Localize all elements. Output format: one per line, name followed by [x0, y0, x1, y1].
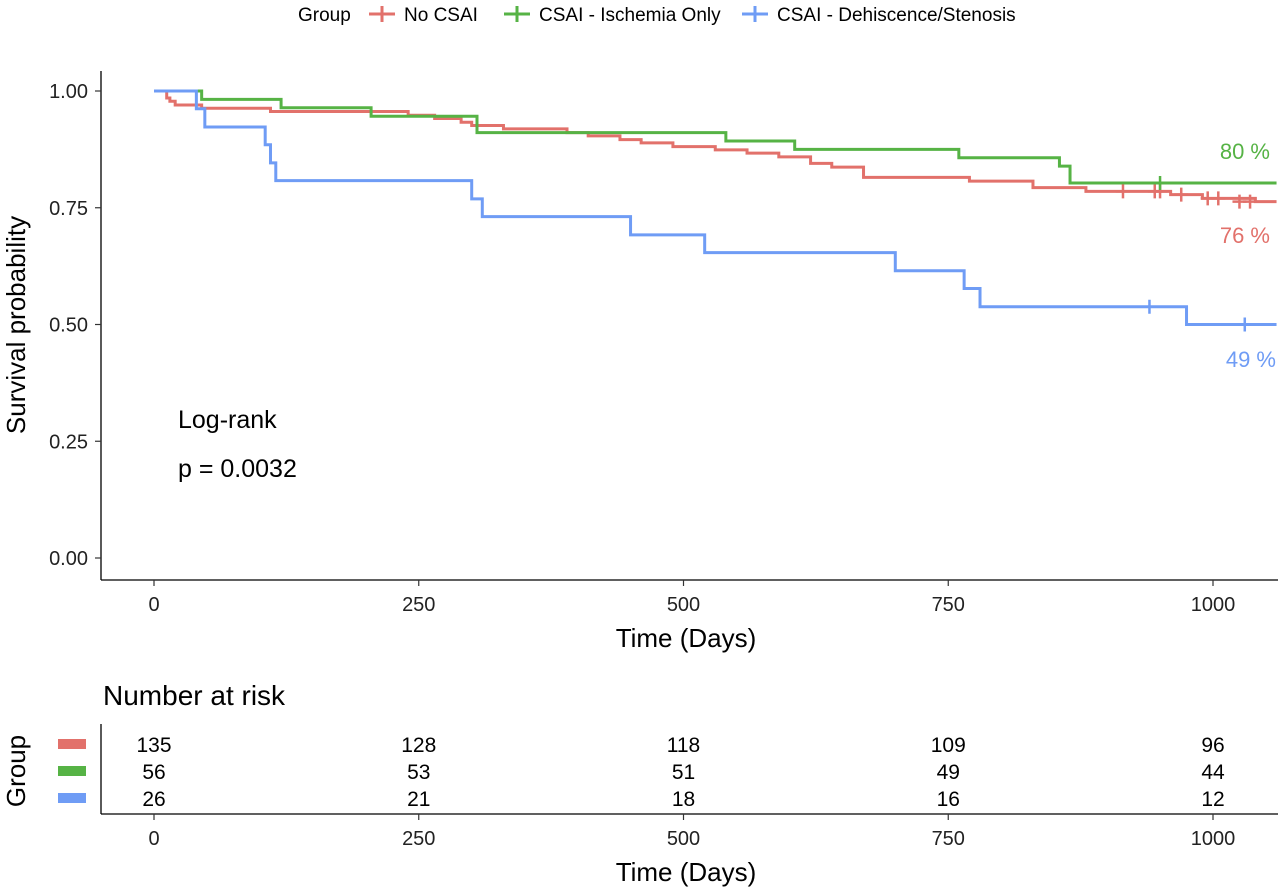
- censor-mark: [1174, 187, 1189, 202]
- censor-mark: [1115, 184, 1130, 199]
- survival-curves: [154, 89, 1277, 326]
- x-tick-label: 1000: [1191, 594, 1236, 616]
- risk-row-swatch: [58, 739, 86, 749]
- survival-curve: [154, 89, 1277, 204]
- censor-mark: [1142, 299, 1157, 314]
- y-axis-title: Survival probability: [1, 216, 31, 434]
- risk-table-group-label: Group: [1, 735, 31, 807]
- risk-count: 16: [937, 788, 960, 811]
- x-tick-label: 500: [667, 828, 700, 850]
- risk-x-axis-title: Time (Days): [616, 857, 757, 887]
- legend-label: No CSAI: [404, 5, 478, 26]
- x-tick-label: 0: [148, 828, 159, 850]
- risk-count: 49: [937, 761, 960, 784]
- censor-marks: [1115, 175, 1258, 332]
- censor-mark: [1243, 194, 1258, 209]
- censor-mark: [1153, 175, 1168, 190]
- end-labels: 76 % 80 % 49 %: [1220, 139, 1276, 372]
- risk-count: 18: [672, 788, 695, 811]
- risk-count: 51: [672, 761, 695, 784]
- risk-count: 53: [407, 761, 430, 784]
- x-tick-label: 500: [667, 594, 700, 616]
- risk-row-swatch: [58, 793, 86, 803]
- x-tick-label: 750: [932, 594, 965, 616]
- risk-swatches: [58, 739, 86, 803]
- x-axis-title: Time (Days): [616, 623, 757, 653]
- legend: Group No CSAI CSAI - Ischemia Only CSAI - …: [298, 5, 1016, 26]
- legend-title: Group: [298, 5, 351, 26]
- censor-mark: [1211, 191, 1226, 206]
- x-tick-label: 250: [402, 594, 435, 616]
- end-percent-label: 80 %: [1220, 139, 1270, 164]
- risk-count: 109: [931, 734, 966, 757]
- legend-label: CSAI - Ischemia Only: [539, 5, 721, 26]
- x-tick-label: 0: [148, 594, 159, 616]
- censor-mark: [1237, 317, 1252, 332]
- risk-count: 44: [1201, 761, 1225, 784]
- y-tick-label: 0.25: [49, 431, 88, 453]
- risk-count: 26: [142, 788, 165, 811]
- p-value: p = 0.0032: [178, 455, 297, 483]
- risk-table: 135 128 118 109 96 56 53 51 49 44 26 21 18 16 12: [136, 734, 1225, 811]
- y-tick-label: 0.50: [49, 315, 88, 337]
- risk-row-swatch: [58, 766, 86, 776]
- x-tick-label: 750: [932, 828, 965, 850]
- y-tick-label: 0.75: [49, 198, 88, 220]
- y-tick-label: 1.00: [49, 81, 88, 103]
- risk-count: 96: [1201, 734, 1224, 757]
- end-percent-label: 76 %: [1220, 223, 1270, 248]
- risk-count: 56: [142, 761, 165, 784]
- risk-count: 135: [136, 734, 171, 757]
- x-tick-label: 250: [402, 828, 435, 850]
- risk-count: 12: [1201, 788, 1224, 811]
- risk-count: 128: [401, 734, 436, 757]
- risk-count: 21: [407, 788, 430, 811]
- risk-count: 118: [667, 734, 700, 757]
- x-tick-label: 1000: [1191, 828, 1236, 850]
- logrank-label: Log-rank: [178, 406, 277, 434]
- y-tick-label: 0.00: [49, 548, 88, 570]
- end-percent-label: 49 %: [1226, 347, 1276, 372]
- plot-axes: [100, 71, 1278, 581]
- survival-curve: [154, 89, 1277, 326]
- risk-table-title: Number at risk: [103, 680, 286, 711]
- legend-label: CSAI - Dehiscence/Stenosis: [777, 5, 1016, 26]
- survival-curve: [154, 89, 1277, 185]
